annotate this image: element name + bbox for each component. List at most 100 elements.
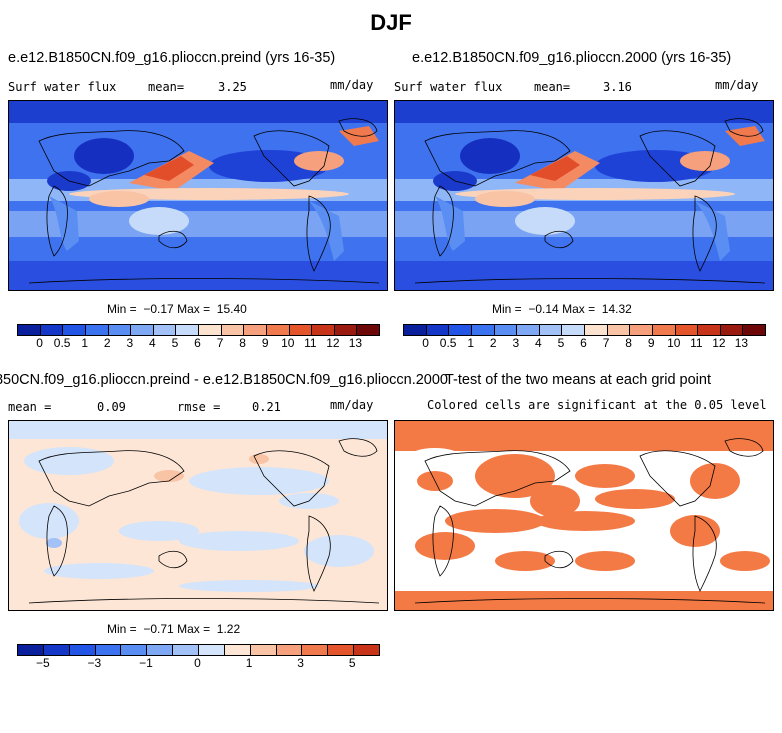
colorbar-swatch xyxy=(630,325,653,335)
colorbar-swatch xyxy=(328,645,355,655)
mean-label-preind: mean= xyxy=(148,80,185,94)
significance-field xyxy=(395,421,773,610)
colorbar-swatch xyxy=(147,645,174,655)
variable-label-preind: Surf water flux xyxy=(8,80,117,94)
max-value-difference: 1.22 xyxy=(216,622,241,636)
colorbar-tick-label: 0.5 xyxy=(53,336,71,350)
colorbar-swatch xyxy=(176,325,199,335)
colorbar-tick-label: 2 xyxy=(489,336,497,350)
colorbar-swatch xyxy=(266,325,290,335)
min-label-difference: Min = xyxy=(107,622,137,636)
max-label-difference: Max = xyxy=(177,622,211,636)
colorbar-swatch xyxy=(471,325,495,335)
colorbar-tick-label: 2 xyxy=(103,336,111,350)
colorbar-tick-label: 12 xyxy=(326,336,340,350)
min-value-2000: −0.14 xyxy=(528,302,559,316)
colorbar-tick-label: 0 xyxy=(36,336,43,350)
colorbar-tick-label: 4 xyxy=(535,336,542,350)
colorbar-ticks-difference: −5 −3 −1 0 1 3 5 xyxy=(17,656,378,670)
colorbar-tick-label: 3 xyxy=(126,336,134,350)
colorbar-tick-label: 0 xyxy=(194,656,201,670)
colorbar-swatch xyxy=(289,325,313,335)
panel-subtitle-ttest: Colored cells are significant at the 0.0… xyxy=(427,398,767,412)
min-max-readout-2000: Min = −0.14 Max = 14.32 xyxy=(492,302,632,316)
colorbar-tick-label: 11 xyxy=(690,336,703,350)
colorbar-swatch xyxy=(63,325,86,335)
colorbar-tick-label: 1 xyxy=(467,336,475,350)
colorbar-swatch xyxy=(675,325,699,335)
variable-label-2000: Surf water flux xyxy=(394,80,503,94)
colorbar-tick-label: 8 xyxy=(239,336,246,350)
colorbar-swatch xyxy=(334,325,358,335)
colorbar-swatch xyxy=(199,325,222,335)
colorbar-tick-label: 8 xyxy=(625,336,632,350)
mean-value-preind: 3.25 xyxy=(218,80,247,94)
colorbar-swatch xyxy=(199,645,225,655)
colorbar-tick-label: 5 xyxy=(171,336,179,350)
panel-title-preind: e.e12.B1850CN.f09_g16.plioccn.preind (yr… xyxy=(8,50,336,66)
units-label-preind: mm/day xyxy=(330,78,374,92)
max-value-2000: 14.32 xyxy=(601,302,632,316)
colorbar-swatch xyxy=(312,325,335,335)
colorbar-tick-label: 9 xyxy=(261,336,269,350)
colorbar-tick-label: 6 xyxy=(194,336,201,350)
colorbar-swatch xyxy=(224,645,251,655)
panel-title-ttest: T-test of the two means at each grid poi… xyxy=(445,372,711,388)
colorbar-tick-label: 10 xyxy=(667,336,681,350)
colorbar-tick-label: 5 xyxy=(557,336,565,350)
max-label-2000: Max = xyxy=(562,302,596,316)
colorbar-swatch xyxy=(131,325,154,335)
rmse-label-difference: rmse = xyxy=(177,400,221,414)
colorbar-tick-label: 9 xyxy=(647,336,655,350)
max-label-preind: Max = xyxy=(177,302,211,316)
colorbar-swatch xyxy=(607,325,631,335)
map-difference xyxy=(8,420,388,611)
colorbar-preind xyxy=(17,324,380,336)
precip-field-preind xyxy=(9,101,387,290)
colorbar-swatch xyxy=(652,325,676,335)
colorbar-swatch xyxy=(173,645,200,655)
min-value-difference: −0.71 xyxy=(143,622,174,636)
difference-field xyxy=(9,421,387,610)
colorbar-swatch xyxy=(720,325,744,335)
colorbar-swatch xyxy=(449,325,472,335)
colorbar-tick-label: 11 xyxy=(304,336,317,350)
colorbar-tick-label: −5 xyxy=(35,656,50,670)
colorbar-swatch xyxy=(357,325,379,335)
map-2000 xyxy=(394,100,774,291)
colorbar-swatch xyxy=(95,645,122,655)
rmse-value-difference: 0.21 xyxy=(252,400,281,414)
units-label-2000: mm/day xyxy=(715,78,759,92)
colorbar-swatch xyxy=(121,645,148,655)
colorbar-tick-label: 10 xyxy=(281,336,295,350)
colorbar-tick-label: 13 xyxy=(734,336,749,350)
colorbar-swatch xyxy=(250,645,277,655)
panel-title-2000: e.e12.B1850CN.f09_g16.plioccn.2000 (yrs … xyxy=(412,50,732,66)
colorbar-tick-label: 7 xyxy=(602,336,610,350)
mean-value-2000: 3.16 xyxy=(603,80,632,94)
colorbar-swatch xyxy=(276,645,303,655)
max-value-preind: 15.40 xyxy=(216,302,247,316)
map-preind xyxy=(8,100,388,291)
colorbar-swatch xyxy=(698,325,721,335)
colorbar-tick-label: 0 xyxy=(422,336,429,350)
colorbar-swatch xyxy=(18,325,41,335)
colorbar-swatch xyxy=(539,325,563,335)
colorbar-swatch xyxy=(404,325,427,335)
colorbar-swatch xyxy=(354,645,380,655)
colorbar-swatch xyxy=(153,325,177,335)
figure-title: DJF xyxy=(370,10,412,35)
colorbar-tick-label: 7 xyxy=(216,336,224,350)
units-label-difference: mm/day xyxy=(330,398,374,412)
colorbar-swatch xyxy=(562,325,585,335)
colorbar-swatch xyxy=(244,325,267,335)
mean-value-difference: 0.09 xyxy=(97,400,126,414)
panel-title-difference-text: e.e12.B1850CN.f09_g16.plioccn.preind - e… xyxy=(0,372,448,388)
colorbar-swatch xyxy=(426,325,450,335)
colorbar-swatch xyxy=(43,645,70,655)
colorbar-ticks-2000: 0 0.5 1 2 3 4 5 6 7 8 9 10 11 12 13 xyxy=(403,336,764,350)
colorbar-swatch xyxy=(69,645,96,655)
colorbar-tick-label: −1 xyxy=(139,656,153,670)
colorbar-2000 xyxy=(403,324,766,336)
colorbar-tick-label: 5 xyxy=(348,656,356,670)
